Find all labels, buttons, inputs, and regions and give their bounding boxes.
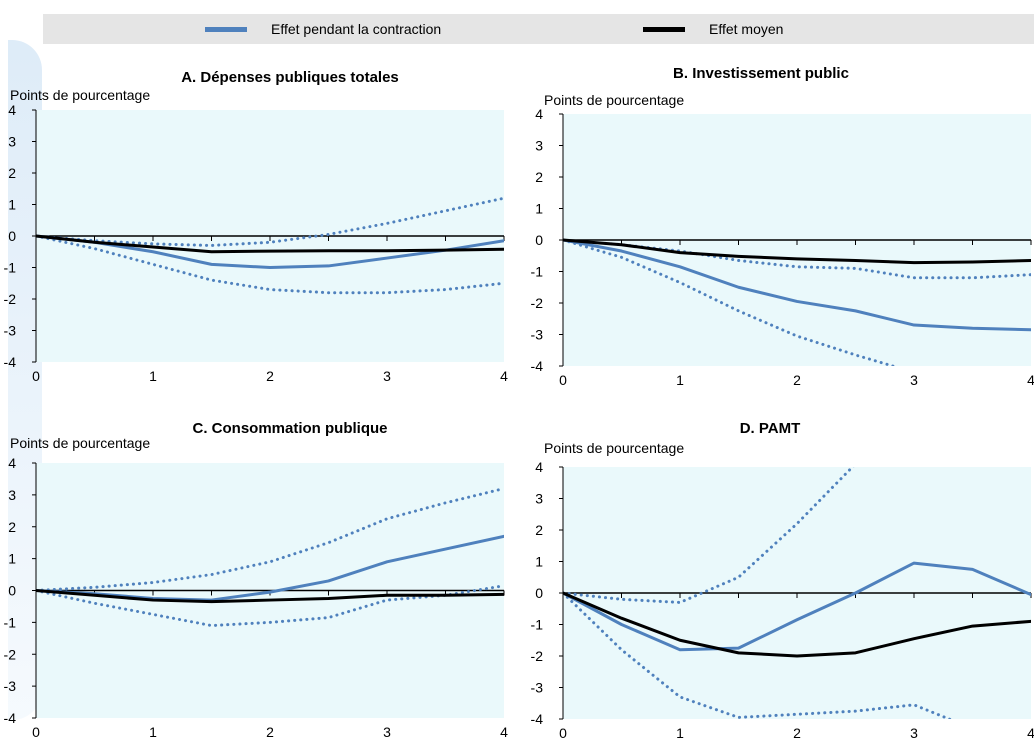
y-tick-label: -4 (531, 711, 544, 727)
chart-title: B. Investissement public (673, 65, 849, 82)
y-axis-label: Points de pourcentage (544, 92, 684, 108)
x-tick-label: 0 (559, 372, 567, 388)
legend-label-average: Effet moyen (709, 21, 784, 37)
x-tick-label: 0 (559, 725, 567, 741)
series-average-line (563, 591, 1031, 658)
x-tick-label: 3 (383, 724, 391, 740)
y-tick-label: 2 (8, 519, 16, 535)
x-tick-label: 3 (383, 368, 391, 384)
y-tick-label: 4 (8, 455, 16, 471)
chart-title: C. Consommation publique (193, 420, 388, 437)
x-tick-label: 2 (793, 372, 801, 388)
y-tick-label: 0 (8, 228, 16, 244)
legend: Effet pendant la contraction Effet moyen (43, 14, 1034, 44)
series-average-line (36, 589, 504, 604)
y-tick-label: 2 (535, 522, 543, 538)
series-upper-bound-line (36, 196, 504, 247)
x-tick-label: 3 (910, 725, 918, 741)
x-tick-label: 2 (266, 724, 274, 740)
y-tick-label: 1 (8, 551, 16, 567)
y-tick-label: -4 (4, 710, 17, 726)
x-tick-label: 4 (1027, 725, 1034, 741)
y-tick-label: 0 (535, 585, 543, 601)
x-tick-label: 3 (910, 372, 918, 388)
x-tick-label: 1 (676, 725, 684, 741)
y-tick-label: 1 (535, 554, 543, 570)
y-tick-label: -1 (4, 260, 17, 276)
y-tick-label: -3 (531, 680, 544, 696)
x-tick-label: 0 (32, 368, 40, 384)
chart-title: D. PAMT (740, 420, 801, 437)
y-tick-label: 3 (535, 138, 543, 154)
y-tick-label: 3 (8, 487, 16, 503)
y-tick-label: 4 (8, 102, 16, 118)
series-contraction-line (563, 561, 1031, 652)
legend-swatch-contraction (205, 26, 247, 32)
chart-title: A. Dépenses publiques totales (181, 69, 399, 86)
series-contraction-line (563, 238, 1031, 332)
x-tick-label: 2 (793, 725, 801, 741)
series-lower-bound-line (36, 584, 504, 628)
y-tick-label: 3 (8, 134, 16, 150)
y-tick-label: 2 (535, 169, 543, 185)
y-tick-label: -4 (531, 358, 544, 374)
y-tick-label: 1 (535, 201, 543, 217)
x-tick-label: 2 (266, 368, 274, 384)
series-average-line (563, 238, 1031, 265)
y-axis-label: Points de pourcentage (544, 440, 684, 456)
y-tick-label: -1 (531, 264, 544, 280)
y-tick-label: 3 (535, 491, 543, 507)
y-tick-label: -3 (4, 678, 17, 694)
x-tick-label: 1 (676, 372, 684, 388)
x-tick-label: 4 (500, 724, 508, 740)
x-tick-label: 0 (32, 724, 40, 740)
legend-item-average: Effet moyen (643, 14, 783, 44)
y-tick-label: 4 (535, 106, 543, 122)
series-contraction-line (36, 234, 504, 269)
y-tick-label: 1 (8, 197, 16, 213)
y-tick-label: 2 (8, 165, 16, 181)
y-tick-label: 0 (8, 583, 16, 599)
x-tick-label: 1 (149, 368, 157, 384)
series-contraction-line (36, 534, 504, 602)
y-axis-label: Points de pourcentage (10, 87, 150, 103)
y-tick-label: 4 (535, 459, 543, 475)
chart-panel-b: B. Investissement public Points de pource… (531, 65, 1034, 388)
y-tick-label: -1 (531, 617, 544, 633)
chart-panel-c: C. Consommation publique Points de pource… (4, 420, 509, 740)
series-average-line (36, 234, 504, 254)
y-tick-label: -4 (4, 354, 17, 370)
y-tick-label: -2 (4, 646, 17, 662)
y-tick-label: -2 (531, 648, 544, 664)
legend-item-contraction: Effet pendant la contraction (205, 14, 441, 44)
y-tick-label: -3 (531, 327, 544, 343)
series-upper-bound-line (563, 467, 855, 604)
x-tick-label: 4 (500, 368, 508, 384)
y-tick-label: -3 (4, 323, 17, 339)
series-lower-bound-line (36, 234, 504, 295)
y-tick-label: -2 (4, 291, 17, 307)
x-tick-label: 4 (1027, 372, 1034, 388)
chart-panel-a: A. Dépenses publiques totales Points de p… (4, 69, 509, 384)
y-axis-label: Points de pourcentage (10, 435, 150, 451)
series-upper-bound-line (36, 487, 504, 592)
y-tick-label: -1 (4, 614, 17, 630)
legend-label-contraction: Effet pendant la contraction (271, 21, 442, 37)
legend-swatch-average (643, 26, 685, 32)
y-tick-label: -2 (531, 295, 544, 311)
x-tick-label: 1 (149, 724, 157, 740)
y-tick-label: 0 (535, 232, 543, 248)
